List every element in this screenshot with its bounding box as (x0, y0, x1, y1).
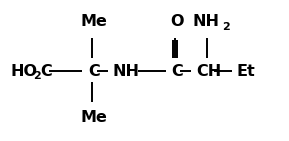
Text: 2: 2 (222, 22, 230, 32)
Text: NH: NH (112, 63, 139, 79)
Text: C: C (88, 63, 100, 79)
Text: NH: NH (193, 15, 220, 29)
Text: C: C (171, 63, 183, 79)
Text: C: C (40, 63, 52, 79)
Text: Me: Me (80, 111, 107, 125)
Text: HO: HO (10, 63, 37, 79)
Text: Me: Me (80, 15, 107, 29)
Text: CH: CH (196, 63, 221, 79)
Text: Et: Et (237, 63, 256, 79)
Text: 2: 2 (33, 71, 41, 81)
Text: O: O (170, 15, 184, 29)
